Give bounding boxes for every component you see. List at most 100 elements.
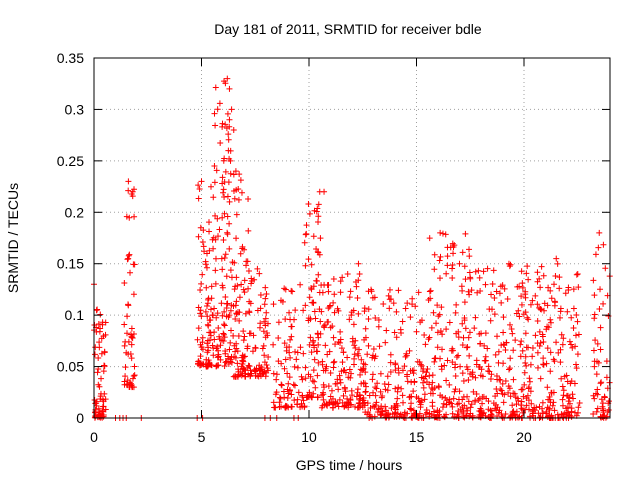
data-point (431, 358, 438, 365)
data-point (263, 329, 270, 336)
data-point (466, 246, 473, 253)
data-point (261, 301, 268, 308)
data-point (228, 106, 235, 113)
data-point (354, 295, 361, 302)
data-point (537, 284, 544, 291)
data-point (344, 271, 351, 277)
data-point (306, 341, 313, 348)
data-point (227, 339, 234, 346)
data-point (294, 401, 301, 408)
data-point (548, 295, 555, 302)
data-point (383, 327, 390, 334)
data-point (209, 342, 216, 349)
data-point (95, 320, 102, 327)
data-point (245, 196, 252, 203)
data-point (315, 213, 322, 220)
data-point (220, 237, 227, 244)
data-point (518, 398, 525, 405)
grid-lines (94, 58, 610, 418)
data-point (519, 347, 526, 354)
data-point (461, 263, 468, 270)
data-point (573, 311, 580, 318)
data-point (509, 414, 516, 421)
data-point (263, 361, 270, 368)
data-point (214, 354, 221, 361)
data-point (200, 227, 207, 234)
data-point (222, 359, 229, 366)
data-point (522, 309, 529, 316)
data-point (429, 403, 436, 410)
data-point (547, 368, 554, 375)
data-point (291, 316, 298, 323)
data-point (340, 392, 347, 399)
data-point (382, 407, 389, 414)
data-point (522, 294, 529, 301)
data-point (536, 304, 543, 311)
data-point (493, 406, 500, 413)
data-point (226, 198, 233, 205)
data-point (569, 391, 576, 398)
data-point (357, 371, 364, 378)
data-point (547, 414, 554, 421)
data-point (212, 212, 219, 219)
data-point (220, 186, 227, 193)
data-point (506, 365, 513, 372)
data-point (513, 401, 520, 408)
data-point (232, 373, 239, 380)
data-point (507, 393, 514, 400)
data-point (302, 302, 309, 309)
data-point (520, 393, 527, 400)
data-point (130, 261, 137, 268)
data-point (422, 411, 429, 418)
data-point (302, 262, 309, 269)
data-point (230, 332, 237, 339)
data-point (329, 404, 336, 411)
data-point (298, 373, 305, 380)
data-point (559, 341, 566, 348)
data-point (315, 219, 322, 226)
data-point (233, 235, 240, 242)
data-point (426, 235, 433, 242)
data-point (219, 337, 226, 344)
data-point (307, 373, 314, 380)
data-point (466, 352, 473, 359)
data-point (449, 275, 456, 282)
data-point (551, 358, 558, 365)
data-point (315, 341, 322, 348)
data-point (572, 343, 579, 350)
y-tick-label: 0.2 (65, 204, 85, 220)
data-point (392, 406, 399, 413)
data-point (365, 306, 372, 313)
data-point (317, 235, 324, 242)
data-point (330, 364, 337, 371)
data-point (467, 410, 474, 417)
data-point (449, 347, 456, 354)
data-point (500, 341, 507, 348)
data-point (330, 299, 337, 306)
data-point (374, 380, 381, 387)
data-point (560, 411, 567, 418)
data-point (563, 372, 570, 379)
data-point (358, 356, 365, 363)
data-point (131, 363, 138, 370)
data-point (295, 389, 302, 396)
data-point (305, 256, 312, 263)
data-point (356, 271, 363, 278)
data-point (538, 263, 545, 270)
data-point (593, 371, 600, 378)
data-point (396, 413, 403, 420)
data-point (493, 288, 500, 295)
data-point (509, 402, 516, 409)
data-point (477, 411, 484, 418)
data-point (311, 342, 318, 349)
data-point (372, 384, 379, 391)
data-point (412, 410, 419, 417)
data-point (391, 329, 398, 336)
data-point (128, 341, 135, 348)
data-point (534, 349, 541, 356)
data-point (306, 294, 313, 301)
data-point (259, 345, 266, 352)
data-point (303, 230, 310, 237)
x-tick-label: 10 (301, 429, 317, 445)
data-point (527, 388, 534, 395)
